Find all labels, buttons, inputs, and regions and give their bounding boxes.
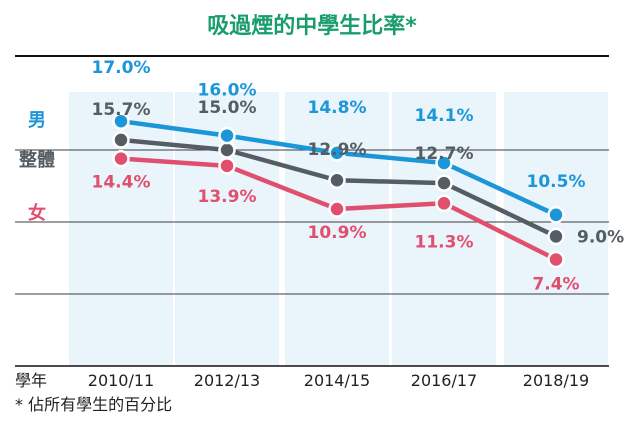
legend-entry: 女 [28,202,46,224]
series-points [112,112,565,269]
data-label: 12.9% [308,140,367,160]
data-label: 14.1% [415,106,474,126]
x-axis-title: 學年 [15,371,47,390]
legend-entry: 男 [28,110,46,131]
data-point [112,149,130,168]
x-tick-labels: 2010/11 2012/13 2014/15 2016/17 2018/19 [88,371,589,390]
data-point [547,250,565,269]
legend-entry: 整體 [18,149,55,171]
data-label: 7.4% [532,274,579,294]
data-point [218,126,236,145]
data-point [112,131,130,149]
column-band [392,92,496,366]
data-point [547,227,565,246]
data-label: 13.9% [198,187,257,207]
data-label: 15.0% [198,98,257,118]
data-label: 11.3% [415,232,474,252]
data-point [112,112,130,130]
footnote: * 佔所有學生的百分比 [15,395,172,414]
data-point [435,174,453,192]
data-label: 10.5% [527,172,586,192]
data-labels: 17.0% 16.0% 14.8% 14.1% 10.5% 15.7% 15.0% 12.9%… [92,58,624,294]
data-point [328,144,346,162]
data-point [328,200,346,218]
data-label: 16.0% [198,81,257,101]
x-tick-label: 2014/15 [304,371,370,390]
data-label: 15.7% [92,100,151,120]
data-label: 17.0% [92,58,151,78]
data-label: 14.8% [308,98,367,118]
data-point [218,157,236,175]
data-label: 9.0% [577,227,624,247]
data-point [328,171,346,189]
column-band [285,92,389,366]
data-label: 14.4% [92,173,151,193]
data-label: 12.7% [415,144,474,164]
data-point [547,206,565,224]
data-point [435,154,453,172]
data-point [218,141,236,159]
x-tick-label: 2012/13 [194,371,260,390]
chart-title: 吸過煙的中學生比率* [207,13,417,39]
x-tick-label: 2016/17 [411,371,477,390]
data-point [435,194,453,213]
data-label: 10.9% [308,223,367,243]
x-tick-label: 2010/11 [88,371,154,390]
x-tick-label: 2018/19 [523,371,589,390]
